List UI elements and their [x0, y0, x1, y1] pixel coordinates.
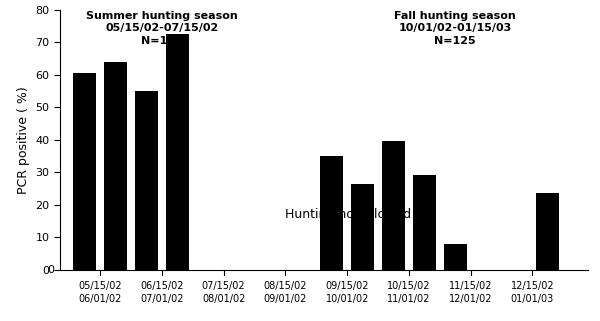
Text: 12/15/02: 12/15/02: [511, 281, 554, 291]
Bar: [351, 184, 374, 270]
Bar: [536, 193, 559, 270]
Text: 01/01/03: 01/01/03: [511, 294, 554, 304]
Text: N=112: N=112: [141, 36, 183, 46]
Y-axis label: PCR positive ( %): PCR positive ( %): [17, 86, 30, 194]
Text: 06/01/02: 06/01/02: [79, 294, 122, 304]
Bar: [320, 156, 343, 270]
Text: 06/15/02: 06/15/02: [140, 281, 184, 291]
Text: 05/15/02: 05/15/02: [79, 281, 122, 291]
Bar: [382, 141, 405, 270]
Text: 10/01/02: 10/01/02: [325, 294, 369, 304]
Text: 05/15/02-07/15/02: 05/15/02-07/15/02: [105, 23, 218, 33]
Text: N=125: N=125: [434, 36, 476, 46]
Text: 11/01/02: 11/01/02: [387, 294, 431, 304]
Text: 10/01/02-01/15/03: 10/01/02-01/15/03: [398, 23, 512, 33]
Text: 08/01/02: 08/01/02: [202, 294, 245, 304]
Text: 07/01/02: 07/01/02: [140, 294, 184, 304]
Text: 11/15/02: 11/15/02: [449, 281, 493, 291]
Bar: [135, 91, 158, 270]
Bar: [166, 34, 189, 270]
Text: 09/15/02: 09/15/02: [325, 281, 369, 291]
Text: Summer hunting season: Summer hunting season: [86, 11, 238, 21]
Text: 12/01/02: 12/01/02: [449, 294, 493, 304]
Text: 07/15/02: 07/15/02: [202, 281, 245, 291]
Text: 0: 0: [47, 265, 54, 275]
Text: Hunting not allowed: Hunting not allowed: [286, 208, 412, 221]
Text: 09/01/02: 09/01/02: [264, 294, 307, 304]
Bar: [73, 73, 96, 270]
Bar: [443, 244, 467, 270]
Bar: [104, 62, 127, 270]
Text: 08/15/02: 08/15/02: [263, 281, 307, 291]
Text: 10/15/02: 10/15/02: [387, 281, 431, 291]
Text: Fall hunting season: Fall hunting season: [394, 11, 516, 21]
Bar: [413, 175, 436, 270]
